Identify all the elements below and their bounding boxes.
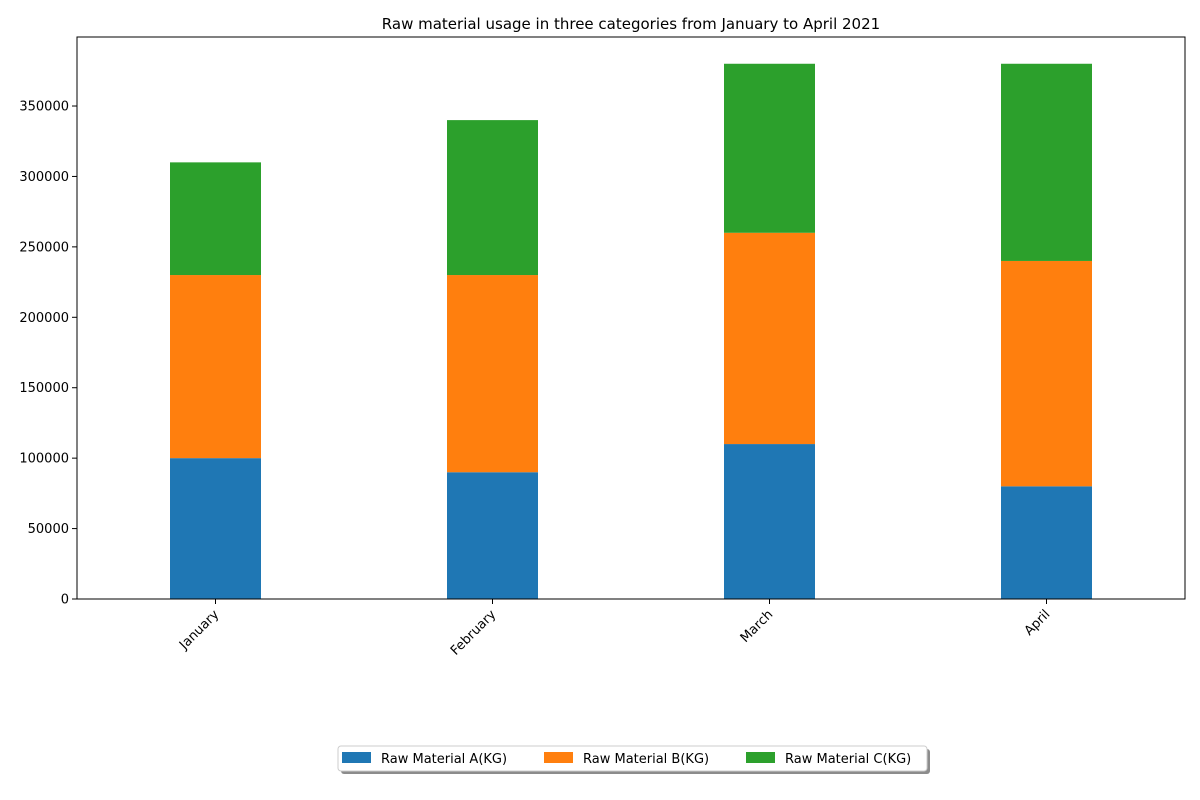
- bar-february-series-2: [447, 275, 538, 473]
- y-tick-label: 0: [61, 593, 69, 608]
- bar-april-series-3: [1001, 63, 1092, 261]
- bar-march-series-2: [724, 232, 815, 445]
- y-tick-label: 350000: [19, 100, 69, 115]
- legend-swatch-1: [342, 752, 371, 763]
- y-tick-label: 300000: [19, 170, 69, 185]
- y-tick-label: 200000: [19, 311, 69, 326]
- y-tick-label: 50000: [28, 522, 69, 537]
- y-tick-label: 100000: [19, 452, 69, 467]
- y-tick-label: 150000: [19, 381, 69, 396]
- chart-title: Raw material usage in three categories f…: [382, 15, 880, 33]
- bar-february-series-3: [447, 120, 538, 276]
- y-axis: 0 50000 100000 150000 200000 250000 300000 3500…: [19, 100, 77, 608]
- bar-january-series-3: [170, 162, 261, 276]
- bars-group: [170, 63, 1092, 599]
- x-tick-label: January: [176, 607, 222, 653]
- bar-april-series-1: [1001, 486, 1092, 599]
- x-tick-label: March: [738, 607, 777, 646]
- bar-april-series-2: [1001, 260, 1092, 487]
- legend-swatch-3: [746, 752, 775, 763]
- x-tick-label: February: [448, 607, 500, 659]
- legend: Raw Material A(KG) Raw Material B(KG) Raw …: [337, 745, 930, 774]
- x-tick-label: April: [1022, 607, 1054, 639]
- plot-frame: [76, 36, 1186, 600]
- legend-items: Raw Material A(KG) Raw Material B(KG) Raw …: [342, 752, 911, 767]
- bar-february-series-1: [447, 472, 538, 599]
- legend-label-1: Raw Material A(KG): [381, 752, 507, 767]
- legend-swatch-2: [544, 752, 573, 763]
- legend-label-2: Raw Material B(KG): [583, 752, 709, 767]
- y-tick-label: 250000: [19, 240, 69, 255]
- bar-january-series-1: [170, 458, 261, 599]
- bar-january-series-2: [170, 275, 261, 459]
- legend-label-3: Raw Material C(KG): [785, 752, 911, 767]
- bar-march-series-1: [724, 444, 815, 599]
- bar-march-series-3: [724, 63, 815, 233]
- x-axis: January February March April: [176, 599, 1053, 659]
- legend-box: [337, 745, 928, 772]
